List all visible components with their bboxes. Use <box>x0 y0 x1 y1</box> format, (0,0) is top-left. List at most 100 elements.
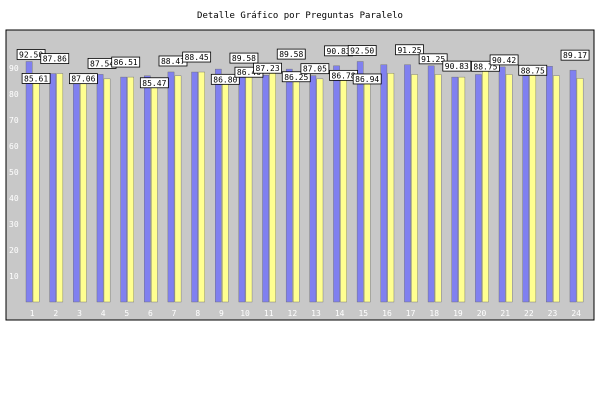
bar-series1-3 <box>73 77 80 303</box>
svg-text:88.45: 88.45 <box>185 53 209 62</box>
bar-series2-7 <box>174 75 182 303</box>
x-tick-label: 21 <box>500 309 510 318</box>
data-label: 87.23 <box>253 62 283 74</box>
data-label: 90.42 <box>489 54 519 66</box>
bar-series1-21 <box>498 66 506 303</box>
svg-text:86.94: 86.94 <box>355 75 379 84</box>
x-tick-label: 17 <box>406 309 416 318</box>
x-tick-label: 10 <box>240 309 250 318</box>
svg-text:91.25: 91.25 <box>421 55 445 64</box>
bar-series2-16 <box>387 72 395 303</box>
svg-text:88.75: 88.75 <box>521 66 545 75</box>
y-tick-label: 50 <box>9 168 19 177</box>
x-tick-label: 22 <box>524 309 534 318</box>
x-tick-label: 6 <box>148 309 153 318</box>
bar-series1-8 <box>191 71 198 303</box>
x-tick-label: 5 <box>124 309 129 318</box>
x-axis-labels: 1 2 3 4 5 6 7 8 9 10 11 12 13 14 15 16 17 18 19 20 21 22 23 24 <box>30 309 581 318</box>
bar-series1-17 <box>404 64 411 303</box>
bar-series1-12 <box>285 68 293 303</box>
bar-series1-2 <box>49 73 57 303</box>
bar-series2-15 <box>363 75 371 303</box>
bar-series2-11 <box>269 71 276 303</box>
svg-text:87.05: 87.05 <box>303 65 327 74</box>
svg-text:87.54: 87.54 <box>90 59 114 68</box>
bar-series1-19 <box>451 76 459 303</box>
x-tick-label: 7 <box>172 309 177 318</box>
svg-text:86.46: 86.46 <box>237 68 261 77</box>
y-tick-label: 40 <box>9 194 19 203</box>
bar-series2-1 <box>32 79 40 303</box>
data-label: 88.75 <box>471 60 500 72</box>
bar-series2-13 <box>316 78 324 303</box>
svg-text:87.23: 87.23 <box>256 64 280 73</box>
data-label: 87.86 <box>40 53 70 64</box>
x-tick-label: 12 <box>288 309 298 318</box>
bar-series2-8 <box>198 71 205 303</box>
data-labels: 92.50 85.61 87.86 87.06 87.54 86.51 85.47 88.47… <box>16 44 590 89</box>
y-tick-label: 20 <box>9 246 19 255</box>
data-label: 89.58 <box>276 48 306 60</box>
svg-text:86.25: 86.25 <box>284 73 308 82</box>
bar-series2-20 <box>482 71 489 303</box>
bar-series1-1 <box>25 61 33 303</box>
data-label: 87.06 <box>69 73 98 85</box>
bar-series1-20 <box>475 74 482 303</box>
bar-series2-12 <box>292 77 300 303</box>
data-label: 88.45 <box>182 51 212 63</box>
data-label: 89.58 <box>229 52 259 64</box>
y-tick-label: 80 <box>9 90 19 99</box>
bar-series2-14 <box>340 76 347 303</box>
bar-series2-22 <box>529 71 537 303</box>
bar-series2-24 <box>576 78 584 303</box>
svg-text:88.47: 88.47 <box>161 57 185 66</box>
data-label: 86.80 <box>210 73 240 85</box>
x-tick-label: 13 <box>311 309 321 318</box>
y-tick-label: 70 <box>9 116 19 125</box>
svg-text:90.42: 90.42 <box>492 56 516 65</box>
svg-text:89.17: 89.17 <box>563 51 587 60</box>
bar-series1-4 <box>96 74 104 303</box>
svg-text:90.83: 90.83 <box>445 62 469 71</box>
bar-series2-5 <box>127 76 134 303</box>
bar-series1-23 <box>546 66 553 303</box>
data-label: 86.94 <box>352 73 382 85</box>
bar-series2-17 <box>411 74 418 303</box>
y-axis-ticks: 10 20 30 40 50 60 70 80 90 <box>9 64 19 281</box>
x-tick-label: 23 <box>548 309 558 318</box>
bar-series1-5 <box>120 76 127 303</box>
x-tick-label: 11 <box>264 309 274 318</box>
data-label: 87.05 <box>300 63 330 75</box>
bar-series1-24 <box>569 69 577 303</box>
svg-text:90.83: 90.83 <box>327 47 351 56</box>
bar-series1-11 <box>262 75 269 303</box>
data-label: 86.25 <box>281 71 311 83</box>
data-label: 85.47 <box>139 77 169 89</box>
bar-series2-18 <box>434 74 442 303</box>
x-tick-label: 19 <box>453 309 463 318</box>
bars <box>25 61 584 303</box>
x-tick-label: 9 <box>219 309 224 318</box>
svg-text:92.50: 92.50 <box>350 47 374 56</box>
bar-series2-23 <box>553 75 560 303</box>
data-label: 88.75 <box>518 64 548 76</box>
svg-text:86.78: 86.78 <box>332 71 356 80</box>
x-tick-label: 3 <box>77 309 82 318</box>
bar-series2-4 <box>103 78 111 303</box>
bar-series1-6 <box>144 75 151 303</box>
chart-title: Detalle Gráfico por Preguntas Paralelo <box>197 11 403 21</box>
x-tick-label: 18 <box>429 309 439 318</box>
bar-series2-19 <box>458 76 466 303</box>
svg-text:86.51: 86.51 <box>114 58 138 67</box>
x-tick-label: 14 <box>335 309 345 318</box>
x-tick-label: 16 <box>382 309 392 318</box>
x-tick-label: 20 <box>477 309 487 318</box>
data-label: 85.61 <box>21 73 51 84</box>
bar-series2-21 <box>505 74 513 303</box>
bar-series1-15 <box>356 61 364 303</box>
y-tick-label: 90 <box>9 64 19 73</box>
data-label: 90.83 <box>442 60 472 72</box>
svg-text:92.50: 92.50 <box>19 51 43 60</box>
